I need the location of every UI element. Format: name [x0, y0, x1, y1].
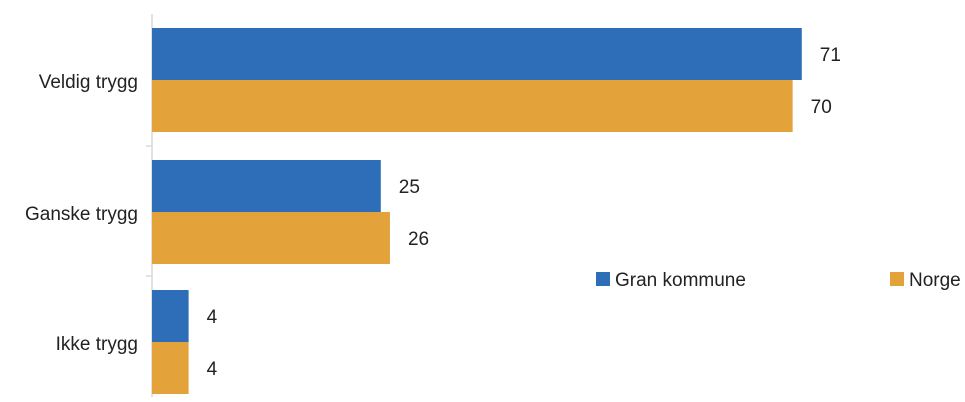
bar-gran-kommune-veldig-trygg	[152, 28, 802, 80]
legend-label-norge: Norge	[909, 270, 961, 291]
bars-group	[152, 28, 802, 394]
category-labels-group: Veldig trygg Ganske trygg Ikke trygg	[25, 72, 138, 355]
value-label-norge-veldig-trygg: 70	[811, 97, 832, 118]
value-label-norge-ikke-trygg: 4	[207, 359, 218, 380]
value-label-gran-kommune-ganske-trygg: 25	[399, 177, 420, 198]
bar-norge-veldig-trygg	[152, 80, 793, 132]
legend-swatch-norge	[890, 272, 904, 286]
bar-norge-ikke-trygg	[152, 342, 189, 394]
value-labels-group: 71 70 25 26 4 4	[207, 45, 841, 380]
value-label-gran-kommune-ikke-trygg: 4	[207, 307, 218, 328]
bar-norge-ganske-trygg	[152, 212, 390, 264]
category-label-veldig-trygg: Veldig trygg	[39, 72, 138, 93]
category-label-ganske-trygg: Ganske trygg	[25, 204, 138, 225]
category-tick-marks	[146, 145, 152, 277]
bar-gran-kommune-ganske-trygg	[152, 160, 381, 212]
category-label-ikke-trygg: Ikke trygg	[56, 334, 138, 355]
legend-swatch-gran-kommune	[596, 272, 610, 286]
legend: Gran kommune Norge	[596, 270, 961, 291]
legend-label-gran-kommune: Gran kommune	[615, 270, 746, 291]
value-label-norge-ganske-trygg: 26	[408, 229, 429, 250]
value-label-gran-kommune-veldig-trygg: 71	[820, 45, 841, 66]
bar-gran-kommune-ikke-trygg	[152, 290, 189, 342]
